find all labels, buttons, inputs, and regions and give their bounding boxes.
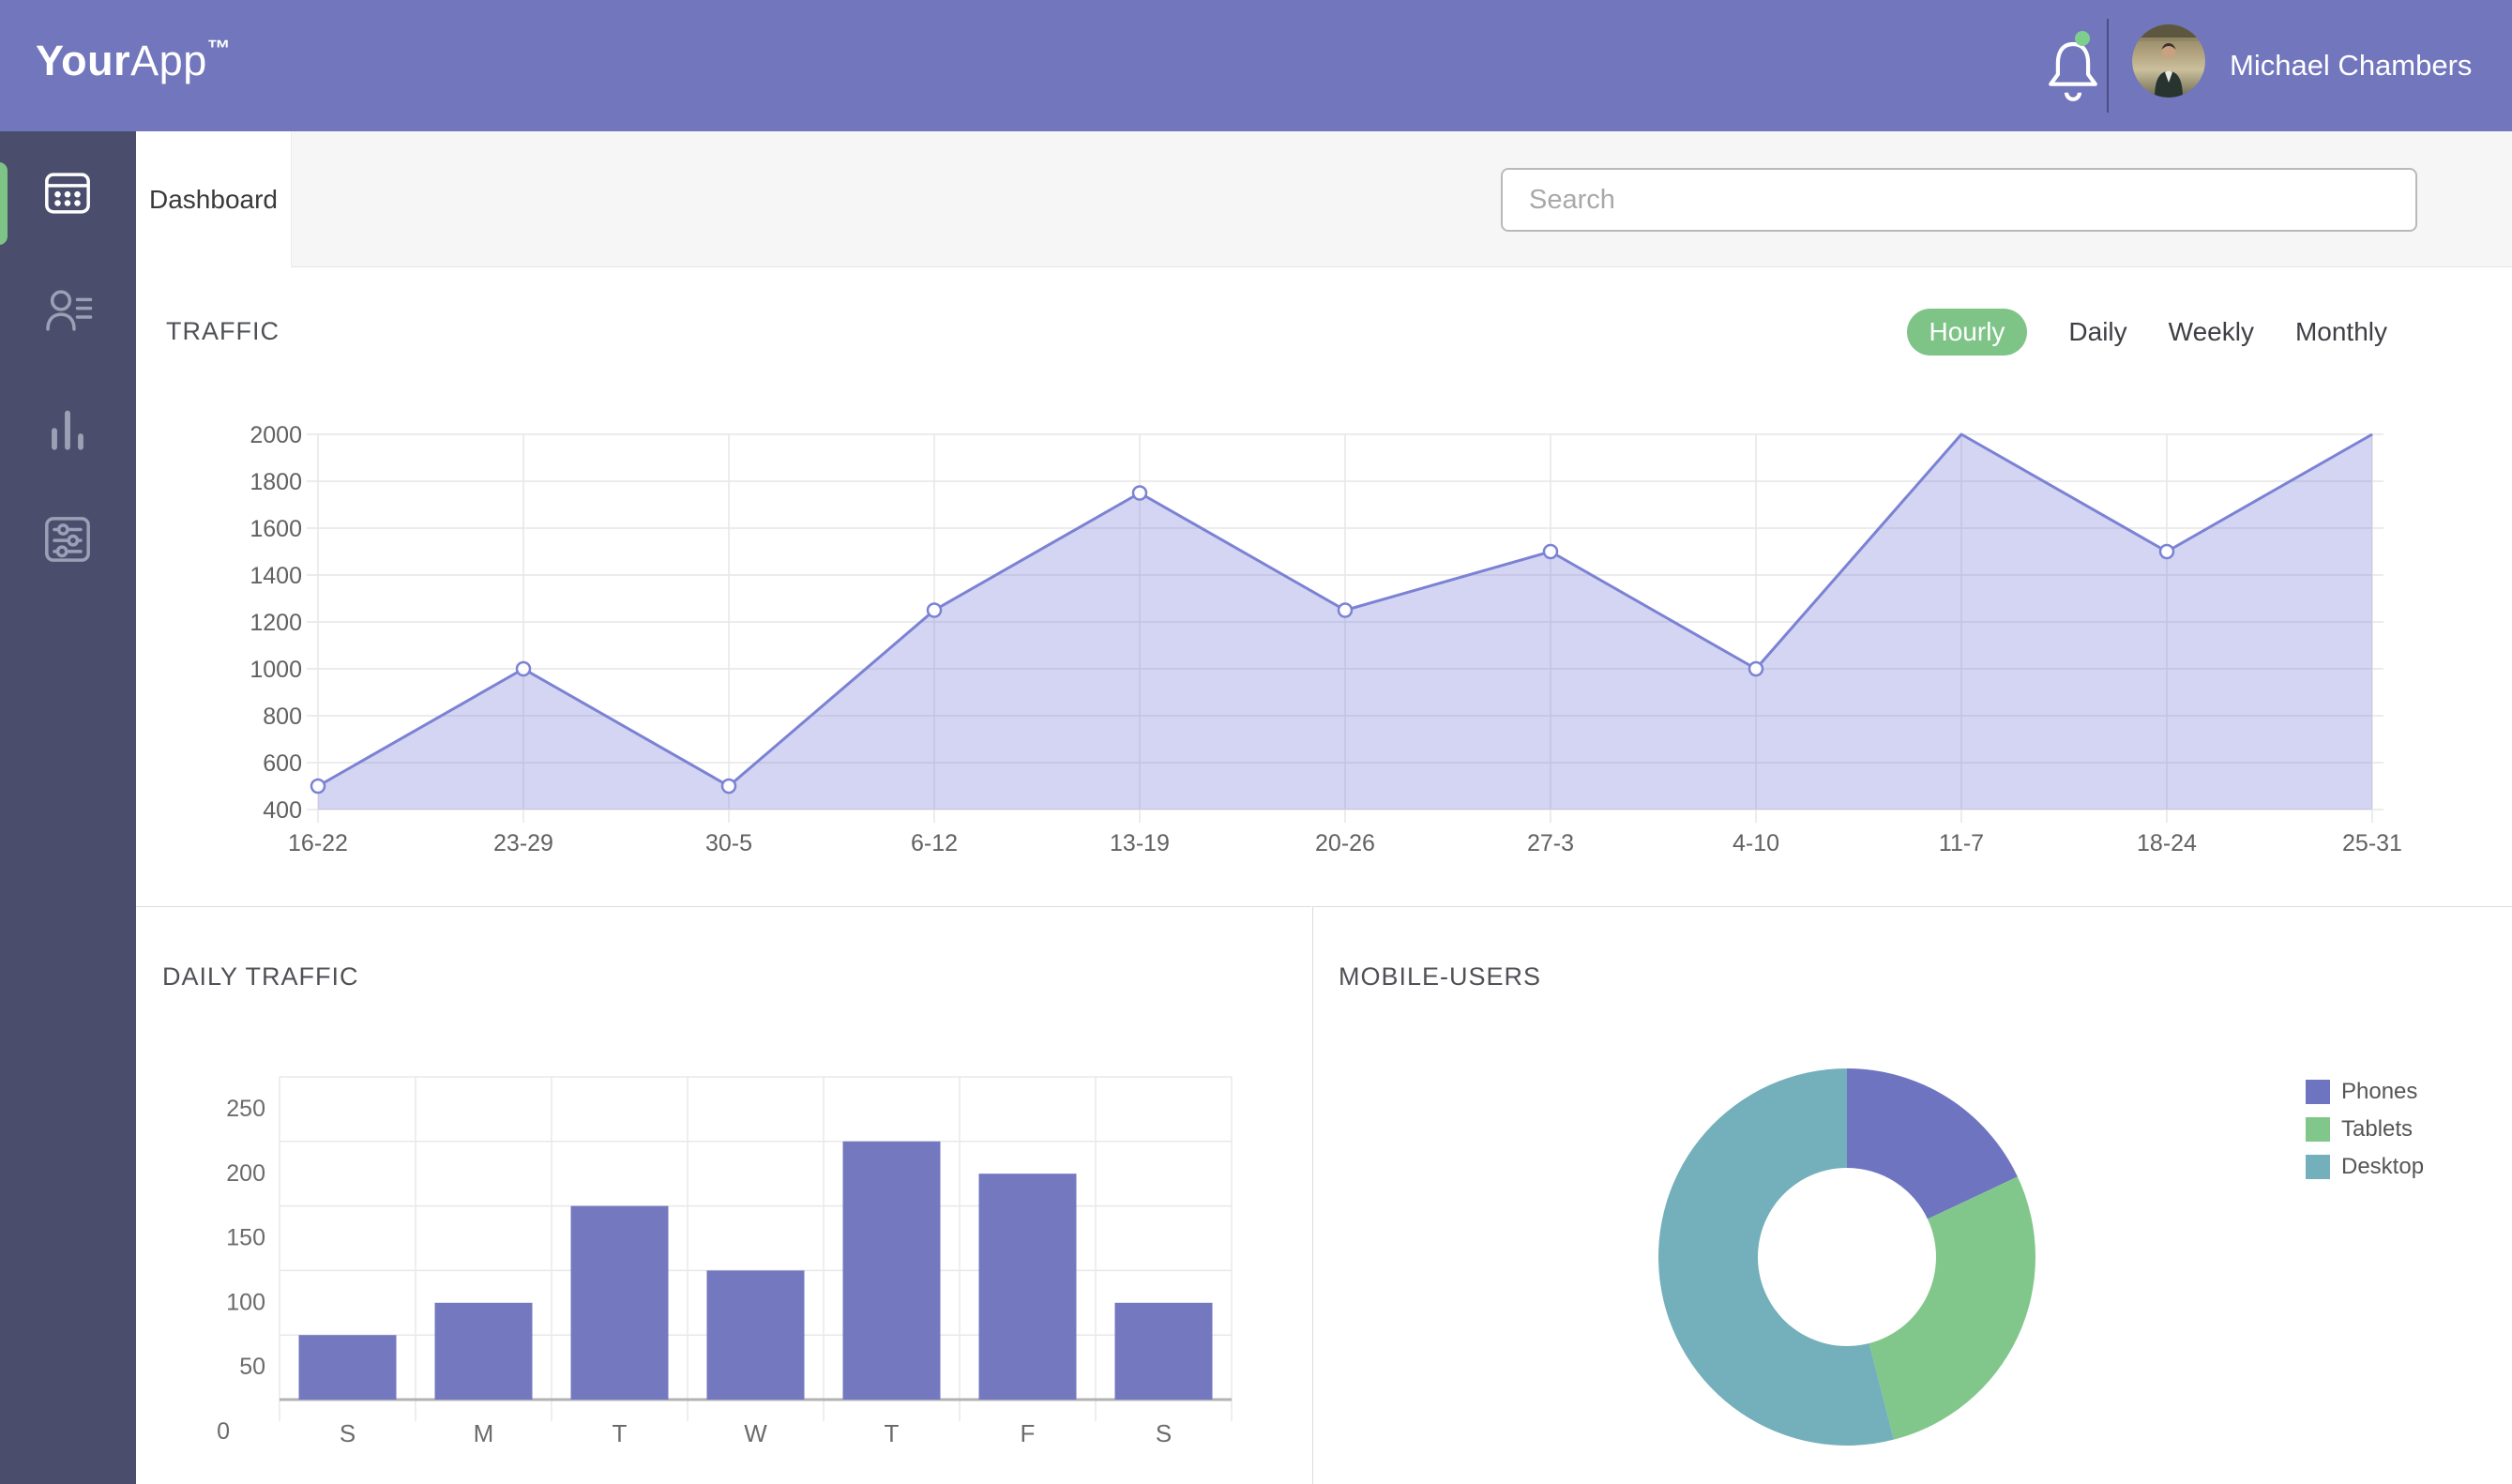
legend-label: Tablets [2341,1116,2414,1142]
svg-text:1600: 1600 [250,516,302,542]
daily-traffic-panel: DAILY TRAFFIC 50 100 150 200 250 0 S M T W T F S [136,906,1311,1484]
user-profile-icon [46,290,93,331]
sidebar [0,131,136,1484]
logo-light: App [130,37,207,84]
mobile-users-title: MOBILE-USERS [1339,962,1542,991]
filter-daily[interactable]: Daily [2068,317,2127,346]
svg-text:S: S [1156,1419,1172,1447]
sidebar-item-users[interactable] [0,284,136,365]
svg-text:18-24: 18-24 [2137,830,2197,856]
tab-dashboard[interactable]: Dashboard [136,131,292,268]
active-indicator [0,162,8,245]
traffic-panel: TRAFFIC Hourly Daily Weekly Monthly 400 6… [136,267,2512,905]
search-input[interactable] [1501,168,2417,232]
svg-text:0: 0 [217,1418,230,1445]
filter-monthly[interactable]: Monthly [2294,317,2387,346]
svg-text:13-19: 13-19 [1110,830,1170,856]
legend-swatch [2306,1117,2330,1142]
mobile-users-panel: MOBILE-USERS Phones Tablets Desktop [1312,906,2512,1484]
user-name[interactable]: Michael Chambers [2230,49,2473,82]
svg-text:20-26: 20-26 [1315,830,1375,856]
avatar[interactable] [2132,24,2205,98]
svg-text:30-5: 30-5 [705,830,752,856]
legend-label: Desktop [2341,1154,2425,1179]
sidebar-item-dashboard[interactable] [0,162,136,248]
svg-text:100: 100 [226,1289,265,1315]
svg-text:600: 600 [263,750,302,777]
app-header: Your App ™ [0,0,2512,131]
traffic-area-chart: 400 600 800 1000 1200 1400 1600 1800 2000 16-22 23… [250,422,2402,856]
filter-hourly[interactable]: Hourly [1906,309,2028,356]
filter-weekly[interactable]: Weekly [2168,317,2254,346]
header-divider [2107,19,2109,113]
svg-text:200: 200 [226,1160,265,1187]
legend-item-phones[interactable]: Phones [2306,1079,2424,1104]
svg-text:F: F [1021,1419,1036,1447]
svg-text:11-7: 11-7 [1939,830,1984,856]
legend-item-tablets[interactable]: Tablets [2306,1116,2424,1142]
svg-text:400: 400 [263,797,302,824]
tab-strip: Dashboard [136,131,2512,268]
daily-traffic-title: DAILY TRAFFIC [162,962,359,991]
svg-text:T: T [885,1419,900,1447]
legend-label: Phones [2341,1079,2418,1104]
svg-text:1000: 1000 [250,657,302,683]
logo-trademark: ™ [206,36,231,62]
svg-text:1200: 1200 [250,610,302,636]
svg-text:16-22: 16-22 [288,830,348,856]
sidebar-item-analytics[interactable] [0,403,136,484]
notification-dot [2075,31,2090,46]
traffic-title: TRAFFIC [166,317,280,345]
svg-text:4-10: 4-10 [1733,830,1779,856]
notifications-button[interactable] [2045,38,2101,103]
svg-text:T: T [613,1419,628,1447]
svg-text:2000: 2000 [250,422,302,448]
mobile-users-donut-chart [1658,1068,2035,1446]
legend-swatch [2306,1155,2330,1179]
avatar-photo [2132,24,2205,98]
svg-text:250: 250 [226,1096,265,1122]
app-logo[interactable]: Your App ™ [36,0,231,171]
svg-text:M: M [474,1419,494,1447]
legend-swatch [2306,1080,2330,1104]
logo-bold: Your [36,37,131,84]
svg-text:23-29: 23-29 [493,830,553,856]
svg-text:800: 800 [263,704,302,730]
svg-text:27-3: 27-3 [1527,830,1574,856]
legend-item-desktop[interactable]: Desktop [2306,1154,2425,1179]
bar-chart-icon [52,410,83,450]
svg-text:6-12: 6-12 [911,830,958,856]
donut-legend: Phones Tablets Desktop [2306,1079,2425,1192]
svg-text:1400: 1400 [250,563,302,589]
svg-text:S: S [340,1419,356,1447]
daily-traffic-bar-chart: 50 100 150 200 250 0 S M T W T F S [217,1076,1233,1447]
settings-sliders-icon [45,517,90,562]
sidebar-item-settings[interactable] [0,513,136,594]
bell-icon [2049,41,2097,101]
svg-text:150: 150 [226,1225,265,1251]
traffic-filters: Hourly Daily Weekly Monthly [1906,306,2387,358]
svg-text:25-31: 25-31 [2342,830,2402,856]
svg-text:1800: 1800 [250,469,302,495]
svg-text:W: W [744,1419,767,1447]
svg-text:50: 50 [239,1354,265,1380]
dashboard-grid-icon [45,173,90,214]
